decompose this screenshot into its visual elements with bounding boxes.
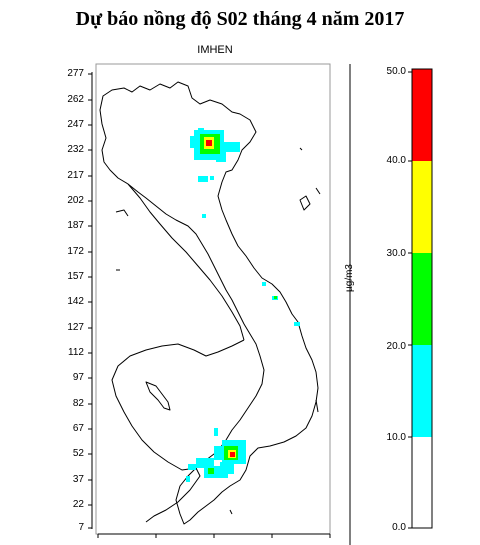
colorbar-band <box>412 437 432 528</box>
y-tick-label: 187 <box>67 220 84 231</box>
colorbar-frame <box>411 68 433 529</box>
colorbar-band <box>412 253 432 345</box>
y-tick-label: 52 <box>72 448 84 459</box>
patch-hanoi-max <box>206 140 212 146</box>
y-tick-label: 22 <box>72 499 84 510</box>
y-tick-label: 112 <box>68 347 84 358</box>
y-tick-label: 262 <box>67 94 84 105</box>
colorbar-tick-label: 20.0 <box>386 341 406 352</box>
y-tick-label: 7 <box>78 522 84 533</box>
patch-hcmc-max <box>230 452 235 457</box>
y-tick-label: 127 <box>67 322 84 333</box>
y-tick-label: 277 <box>67 68 84 79</box>
y-tick-label: 142 <box>67 296 84 307</box>
country-outline <box>99 81 321 525</box>
colorbar-tick-label: 0.0 <box>392 522 406 533</box>
colorbar <box>408 68 433 529</box>
map-subtitle: IMHEN <box>197 44 233 56</box>
y-tick-label: 37 <box>72 474 84 485</box>
x-axis <box>97 533 331 538</box>
colorbar-tick-label: 40.0 <box>386 155 406 166</box>
y-tick-label: 202 <box>67 195 84 206</box>
y-axis <box>88 72 93 529</box>
map-title: Dự báo nồng độ S02 tháng 4 năm 2017 <box>75 8 405 30</box>
y-tick-label: 82 <box>72 398 84 409</box>
y-tick-label: 67 <box>72 423 84 434</box>
colorbar-band <box>412 345 432 437</box>
y-tick-label: 232 <box>67 144 84 155</box>
y-tick-label: 217 <box>67 170 84 181</box>
colorbar-band <box>412 161 432 253</box>
colorbar-tick-label: 10.0 <box>386 432 406 443</box>
y-tick-label: 97 <box>72 372 84 383</box>
colorbar-tick-label: 30.0 <box>386 248 406 259</box>
colorbar-tick-label: 50.0 <box>386 66 406 77</box>
y-tick-label: 247 <box>67 119 84 130</box>
concentration-field <box>186 128 300 482</box>
colorbar-band <box>412 69 432 161</box>
y-tick-label: 157 <box>67 271 84 282</box>
y-tick-label: 172 <box>67 246 84 257</box>
